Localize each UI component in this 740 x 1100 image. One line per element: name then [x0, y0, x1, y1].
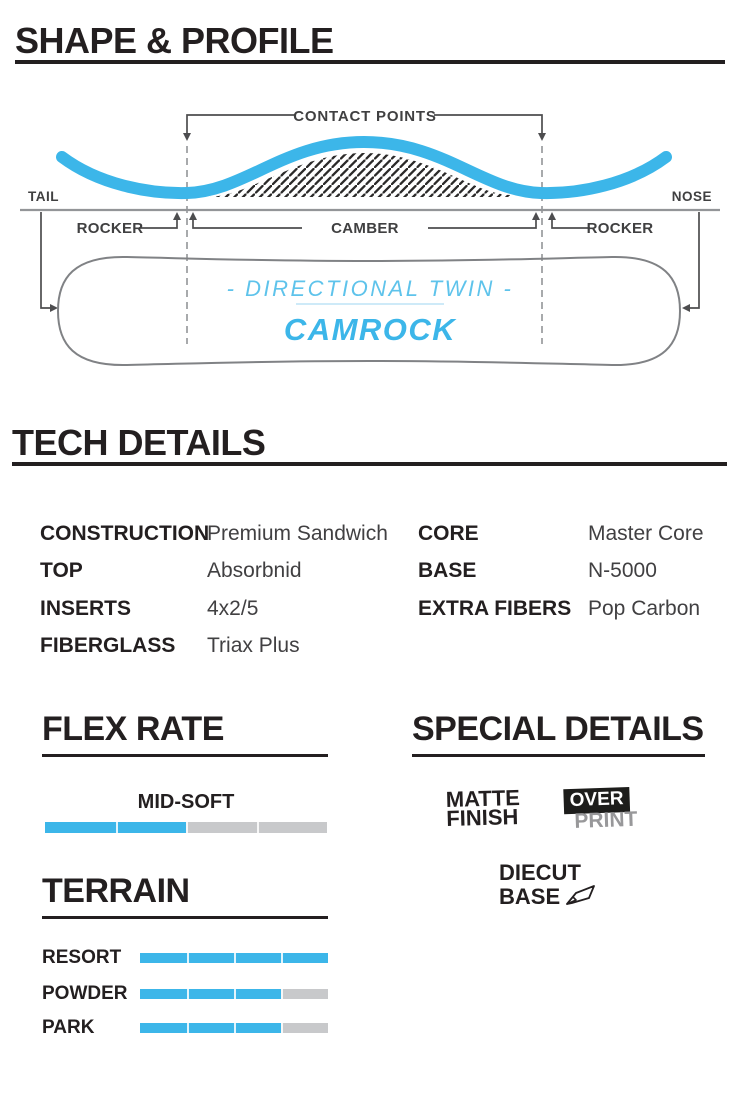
nose-leader-arrow — [682, 304, 690, 312]
tech-specs-right-column: CORE Master Core BASE N-5000 EXTRA FIBER… — [418, 515, 718, 628]
terrain-bar — [140, 953, 328, 963]
flex-level-label: MID-SOFT — [137, 791, 235, 813]
terrain-label: RESORT — [42, 947, 122, 968]
spec-value: 4x2/5 — [207, 596, 259, 620]
flex-rate-title: FLEX RATE — [42, 710, 224, 748]
tail-leader-arrow — [50, 304, 58, 312]
spec-value: Pop Carbon — [588, 596, 701, 620]
spec-label: EXTRA FIBERS — [418, 596, 572, 620]
spec-value: Master Core — [588, 521, 704, 545]
contact-dashed-lines — [186, 146, 543, 344]
rocker-left-arrow-up — [173, 212, 181, 220]
contact-points-label: CONTACT POINTS — [293, 108, 436, 125]
diecut-base-line1: DIECUT — [499, 860, 581, 885]
camber-right-arrow-up — [532, 212, 540, 220]
camber-left-arrow-up — [189, 212, 197, 220]
spec-row: FIBERGLASS Triax Plus — [40, 628, 400, 666]
contact-points-bracket — [186, 114, 543, 134]
spec-row: INSERTS 4x2/5 — [40, 590, 400, 628]
board-profile-curve — [56, 135, 672, 200]
special-details-divider — [412, 754, 705, 757]
terrain-bar — [140, 989, 328, 999]
board-outline — [56, 255, 682, 367]
spec-label: CONSTRUCTION — [40, 521, 210, 545]
terrain-row-park: PARK — [0, 1018, 740, 1038]
over-print-badge: OVER PRINT — [563, 786, 638, 833]
over-print-line2: PRINT — [574, 807, 638, 833]
terrain-bar — [140, 1023, 328, 1033]
spec-label: CORE — [418, 521, 479, 545]
contact-arrow-left-down — [183, 133, 191, 141]
rocker-left-label: ROCKER — [77, 220, 144, 237]
tech-details-divider — [12, 462, 727, 466]
nose-label: NOSE — [672, 189, 712, 204]
special-details-title: SPECIAL DETAILS — [412, 710, 704, 748]
terrain-row-resort: RESORT — [0, 948, 740, 968]
matte-finish-line2: FINISH — [445, 803, 519, 831]
terrain-bar-fill — [140, 1023, 281, 1033]
spec-label: BASE — [418, 559, 477, 583]
terrain-label: PARK — [42, 1017, 95, 1038]
rocker-camber-brackets — [139, 219, 590, 229]
terrain-bar-fill — [140, 989, 281, 999]
terrain-label: POWDER — [42, 983, 128, 1004]
spec-value: Premium Sandwich — [207, 521, 388, 545]
flex-rate-divider — [42, 754, 328, 757]
shape-profile-divider — [15, 60, 725, 64]
terrain-title: TERRAIN — [42, 872, 190, 910]
rocker-right-label: ROCKER — [587, 220, 654, 237]
cutter-blade-icon — [566, 884, 596, 905]
board-profile-diagram: CONTACT POINTS TAIL NOSE ROCKER CAMBER R… — [20, 108, 720, 367]
flex-rate-bar — [45, 822, 327, 833]
profile-name-label: CAMROCK — [284, 312, 457, 347]
spec-row: BASE N-5000 — [418, 553, 718, 591]
shape-profile-title: SHAPE & PROFILE — [15, 20, 334, 61]
spec-row: CONSTRUCTION Premium Sandwich — [40, 515, 400, 553]
spec-value: Absorbnid — [207, 559, 302, 583]
spec-value: Triax Plus — [207, 634, 300, 658]
contact-arrow-right-down — [538, 133, 546, 141]
spec-row: EXTRA FIBERS Pop Carbon — [418, 590, 718, 628]
spec-label: FIBERGLASS — [40, 634, 176, 658]
spec-label: INSERTS — [40, 596, 132, 620]
diecut-base-line2: BASE — [499, 884, 561, 909]
spec-value: N-5000 — [588, 559, 657, 583]
tech-details-title: TECH DETAILS — [12, 422, 266, 463]
spec-label: TOP — [40, 559, 83, 583]
camber-hatch-area — [210, 153, 510, 197]
terrain-divider — [42, 916, 328, 919]
tail-label: TAIL — [28, 189, 59, 204]
tail-nose-leaders — [40, 212, 700, 309]
spec-row: CORE Master Core — [418, 515, 718, 553]
rocker-right-arrow-up — [548, 212, 556, 220]
terrain-row-powder: POWDER — [0, 984, 740, 1004]
spec-row: TOP Absorbnid — [40, 553, 400, 591]
matte-finish-badge: MATTE FINISH — [445, 785, 521, 831]
tech-specs-left-column: CONSTRUCTION Premium Sandwich TOP Absorb… — [40, 515, 400, 665]
camber-label: CAMBER — [331, 220, 399, 237]
diecut-base-badge: DIECUT BASE — [499, 860, 596, 909]
board-type-label: - DIRECTIONAL TWIN - — [227, 276, 514, 301]
